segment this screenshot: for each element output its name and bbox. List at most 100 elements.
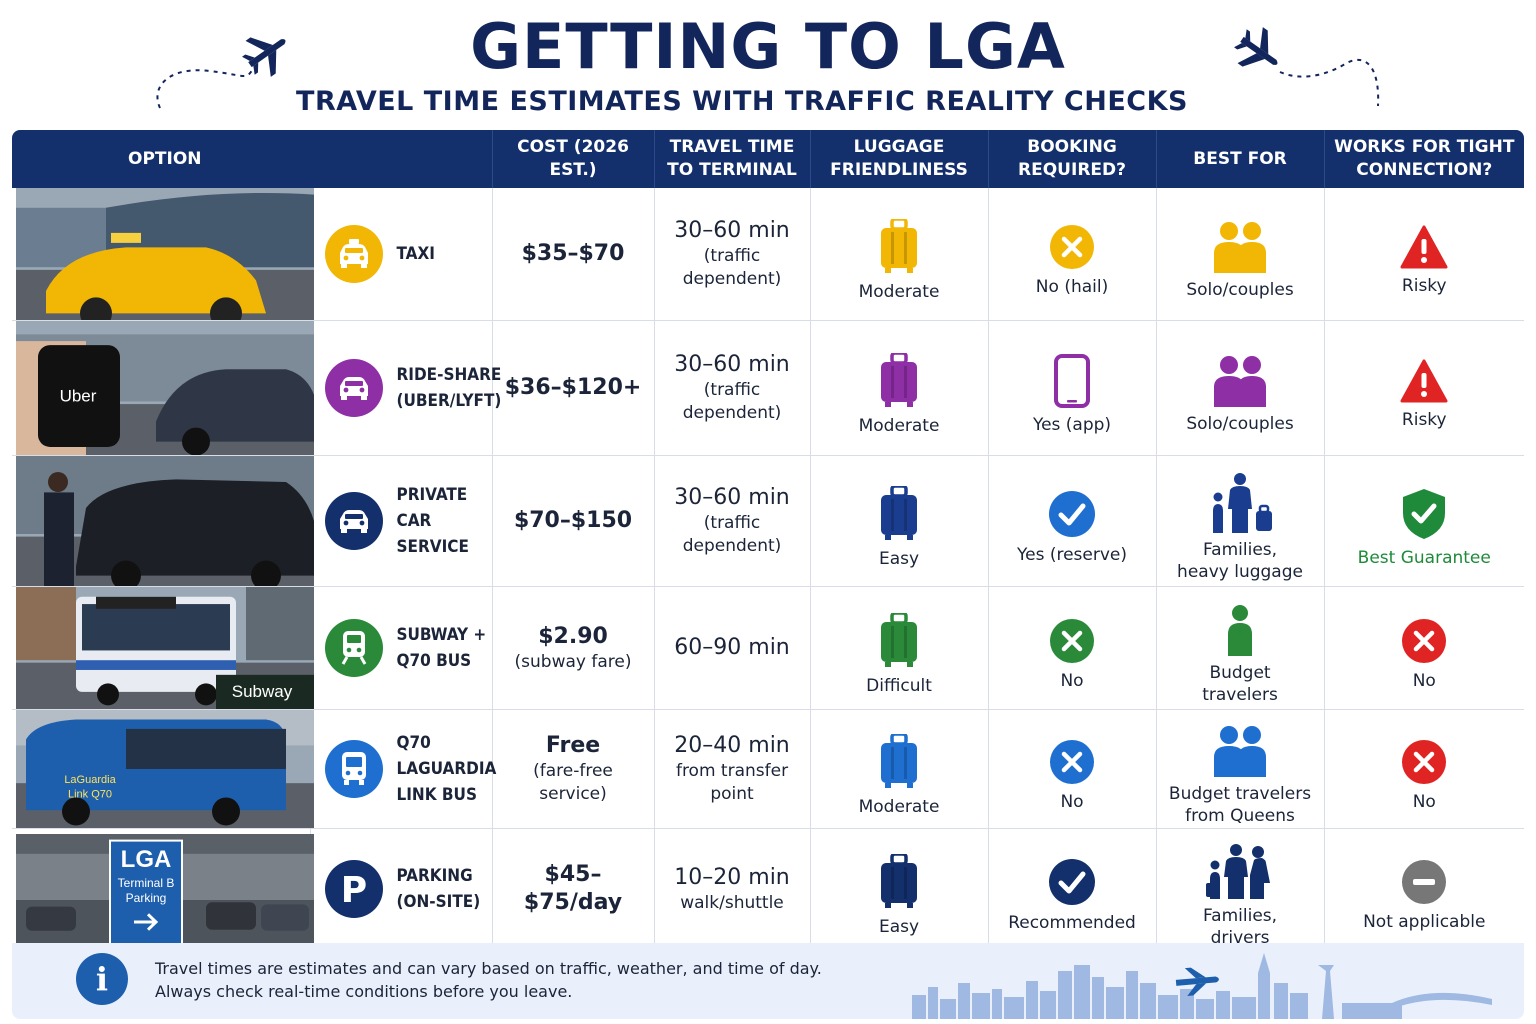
travel-time-value: 30–60 min [674,485,790,510]
header-text: TRAVEL TIME TO TERMINAL [667,137,797,180]
best-for-value: Solo/couples [1186,414,1294,434]
x-circle-icon [993,618,1152,664]
svg-text:Terminal B: Terminal B [118,876,175,890]
column-header-travel-time: TRAVEL TIME TO TERMINAL [654,130,811,188]
booking-value: Yes (reserve) [1017,545,1128,565]
luggage-value: Easy [878,549,920,569]
private-car-photo [16,456,314,586]
cost-cell: Free (fare-free service) [492,709,655,829]
check-circle-icon [993,490,1152,538]
suitcase-icon [815,353,984,409]
cost-note: (subway fare) [514,651,632,672]
shield-check-icon [1329,487,1521,541]
footer-line: Travel times are estimates and can vary … [155,959,822,978]
svg-text:Subway: Subway [232,682,293,701]
rideshare-photo: Uber [16,321,314,455]
luggage-value: Difficult [866,676,932,696]
option-cell: Q70 LAGUARDIA LINK BUS [310,709,496,829]
tight-connection-cell: No [1324,709,1525,829]
booking-value: Recommended [1008,913,1136,933]
travel-time-cell: 30–60 min (traffic dependent) [654,320,811,456]
option-label: Q70 LAGUARDIA LINK BUS [396,733,497,805]
best-for-cell: Solo/couples [1156,188,1325,321]
tight-connection-value: Risky [1401,276,1447,296]
booking-cell: No (hail) [988,188,1157,321]
best-for-value: Families, heavy luggage [1177,540,1303,582]
luggage-value: Moderate [858,282,940,302]
couple-icon [1161,725,1320,777]
table-row: TAXI $35–$70 30–60 min (traffic dependen… [12,188,1525,321]
cost-cell: $45–$75/day [492,828,655,950]
minus-circle-icon [1329,859,1521,905]
table-row: Subway SUBWAY + Q70 BUS $2.90 (subway fa… [12,586,1525,710]
luggage-value: Moderate [858,416,940,436]
booking-value: Yes (app) [1032,415,1112,435]
svg-text:LGA: LGA [121,846,172,873]
svg-text:P: P [340,871,366,907]
svg-text:Uber: Uber [60,386,97,405]
comparison-table: OPTION COST (2026 EST.) TRAVEL TIME TO T… [12,130,1525,950]
cost-value: $45–$75/day [523,862,623,915]
best-for-value: Budget travelers from Queens [1168,784,1312,826]
tight-connection-value: Risky [1401,410,1447,430]
travel-time-cell: 30–60 min (traffic dependent) [654,188,811,321]
travel-time-note: (traffic dependent) [682,246,782,289]
booking-value: No (hail) [1035,277,1109,297]
photo-cell: LGA Terminal B Parking [12,828,314,950]
travel-time-note: (traffic dependent) [682,380,782,423]
suitcase-icon [815,854,984,910]
photo-cell: Uber [12,320,314,456]
cost-cell: $2.90 (subway fare) [492,586,655,710]
car-icon [324,359,383,417]
tight-connection-cell: Risky [1324,188,1525,321]
header-text: BOOKING REQUIRED? [1018,137,1126,180]
city-skyline-icon [912,953,1492,1019]
plane-icon [1234,27,1380,107]
travel-time-value: 30–60 min [674,352,790,377]
column-header-booking: BOOKING REQUIRED? [988,130,1157,188]
booking-cell: No [988,586,1157,710]
cost-note: (fare-free service) [533,761,613,804]
booking-value: No [1060,792,1084,812]
person-icon [1161,604,1320,656]
travel-time-value: 60–90 min [674,635,790,660]
table-header-row: OPTION COST (2026 EST.) TRAVEL TIME TO T… [12,130,1525,188]
q70-bus-photo: LaGuardia Link Q70 [16,710,314,828]
suitcase-icon [815,486,984,542]
column-header-luggage: LUGGAGE FRIENDLINESS [810,130,989,188]
tight-connection-value: Best Guarantee [1357,548,1491,568]
booking-cell: Yes (reserve) [988,455,1157,587]
footer-note: Travel times are estimates and can vary … [155,957,822,1003]
booking-cell: Yes (app) [988,320,1157,456]
luggage-value: Moderate [858,797,940,817]
suitcase-icon [815,219,984,275]
travel-time-cell: 20–40 min from transfer point [654,709,811,829]
travel-time-cell: 10–20 min walk/shuttle [654,828,811,950]
travel-time-note: (traffic dependent) [682,513,782,556]
page-title: GETTING TO LGA [470,10,1066,83]
svg-text:LaGuardia: LaGuardia [64,774,116,786]
photo-cell [12,188,314,321]
check-circle-icon [993,858,1152,906]
luggage-cell: Moderate [810,709,989,829]
best-for-cell: Solo/couples [1156,320,1325,456]
family-icon [1161,843,1320,899]
suitcase-icon [815,734,984,790]
luggage-cell: Moderate [810,188,989,321]
travel-time-note: walk/shuttle [680,892,784,913]
info-icon: i [76,953,128,1005]
table-row: LGA Terminal B Parking P PARKING (ON-SIT… [12,828,1525,950]
option-label: PRIVATE CAR SERVICE [396,485,469,557]
best-for-value: Budget travelers [1202,663,1278,705]
table-row: PRIVATE CAR SERVICE $70–$150 30–60 min (… [12,455,1525,587]
option-cell: P PARKING (ON-SITE) [310,828,493,950]
phone-icon [993,354,1152,408]
option-cell: TAXI [310,188,493,321]
cost-value: Free [545,733,601,758]
luggage-cell: Difficult [810,586,989,710]
header: GETTING TO LGA TRAVEL TIME ESTIMATES WIT… [0,0,1536,128]
x-circle-icon [1329,739,1521,785]
photo-cell: Subway [12,586,314,710]
info-footer: i Travel times are estimates and can var… [12,943,1524,1019]
x-circle-icon [993,224,1152,270]
